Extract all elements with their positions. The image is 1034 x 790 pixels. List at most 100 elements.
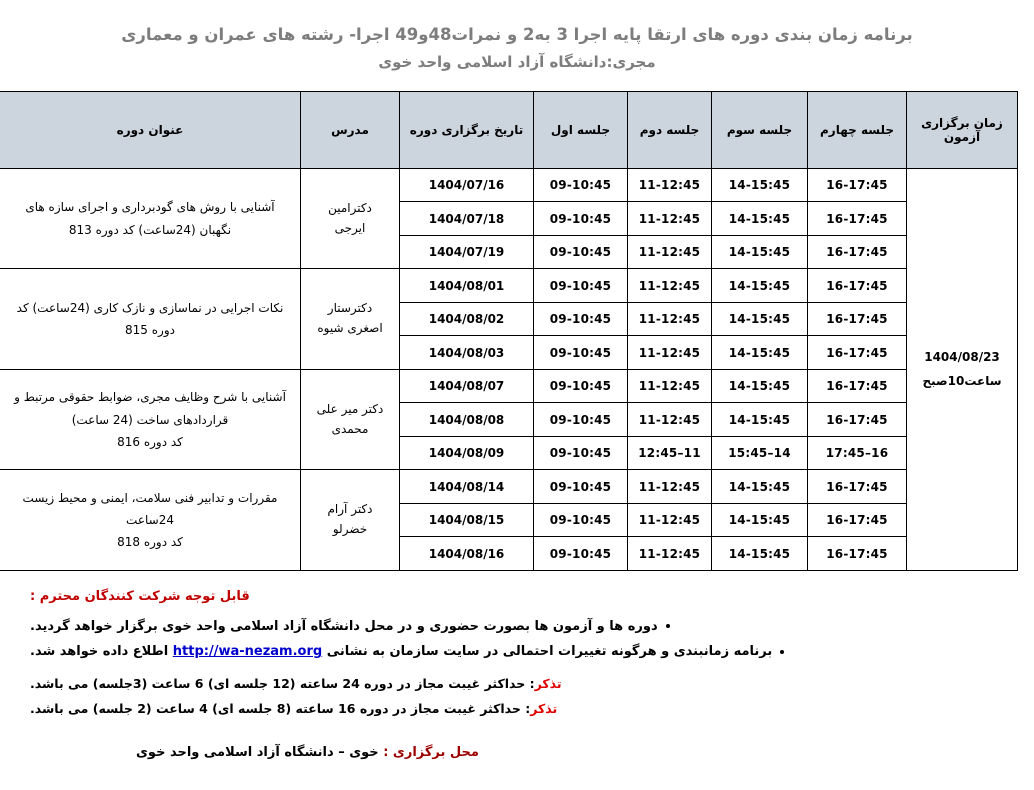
bullet-dot-icon bbox=[780, 649, 785, 654]
schedule-table: زمان برگزاری آزمون جلسه چهارم جلسه سوم ج… bbox=[0, 90, 1018, 571]
table-row: 17:45–16 15:45–14 12:45–11 09-10:45 1404/08/… bbox=[0, 435, 1018, 471]
session-2-cell: 11-12:45 bbox=[627, 268, 712, 303]
session-2-cell: 11-12:45 bbox=[627, 201, 712, 236]
course-title-line: کد دوره 818 bbox=[117, 535, 183, 550]
venue-value: خوی – دانشگاه آزاد اسلامی واحد خوی bbox=[136, 744, 379, 760]
note-bullet-1-text: دوره ها و آزمون ها بصورت حضوری و در محل … bbox=[30, 618, 658, 634]
table-row: 16-17:45 14-15:45 11-12:45 09-10:45 1404/08/… bbox=[0, 469, 1018, 571]
session-3-cell: 14-15:45 bbox=[711, 268, 808, 303]
session-1-cell: 09-10:45 bbox=[533, 502, 628, 538]
page-title-block: برنامه زمان بندی دوره های ارتقا پایه اجر… bbox=[0, 0, 1034, 77]
course-title-line: نگهبان (24ساعت) کد دوره 813 bbox=[68, 222, 232, 237]
session-1-cell: 09-10:45 bbox=[533, 268, 628, 303]
course-title-line: مقررات و تدابیر فنی سلامت، ایمنی و محیط … bbox=[22, 490, 278, 505]
session-4-cell: 16-17:45 bbox=[807, 335, 907, 370]
reminder-line-2: تذکر: حداکثر غیبت مجاز در دوره 16 ساعته … bbox=[16, 696, 1018, 721]
instructor-name-line: محمدی bbox=[331, 421, 369, 436]
session-3-cell: 14-15:45 bbox=[711, 234, 808, 270]
session-3-cell: 14-15:45 bbox=[711, 469, 808, 504]
session-4-cell: 16-17:45 bbox=[807, 402, 907, 437]
table-row: 16-17:45 14-15:45 11-12:45 09-10:45 1404/08/… bbox=[0, 335, 1018, 370]
session-2-cell: 11-12:45 bbox=[627, 402, 712, 437]
session-3-cell: 15:45–14 bbox=[711, 435, 808, 471]
note-bullet-2-text-b: اطلاع داده خواهد شد. bbox=[30, 644, 169, 660]
session-2-cell: 11-12:45 bbox=[627, 368, 712, 404]
instructor-cell: دکتر آرام خضرلو bbox=[300, 469, 400, 571]
session-3-cell: 14-15:45 bbox=[711, 335, 808, 370]
instructor-name-line: اصغری شیوه bbox=[317, 321, 383, 336]
reminder-tag-2: تذکر bbox=[530, 700, 558, 716]
session-4-cell: 16-17:45 bbox=[807, 469, 907, 504]
notes-heading: قابل توجه شرکت کنندگان محترم : bbox=[30, 588, 250, 604]
session-4-cell: 16-17:45 bbox=[807, 268, 907, 303]
session-4-cell: 17:45–16 bbox=[807, 435, 907, 471]
session-4-cell: 16-17:45 bbox=[807, 201, 907, 236]
schedule-table-wrap: زمان برگزاری آزمون جلسه چهارم جلسه سوم ج… bbox=[0, 90, 1018, 571]
table-row: 16-17:45 14-15:45 11-12:45 09-10:45 1404/08/… bbox=[0, 268, 1018, 370]
venue-label: محل برگزاری : bbox=[383, 744, 479, 760]
session-3-cell: 14-15:45 bbox=[711, 301, 808, 337]
instructor-name-line: خضرلو bbox=[332, 522, 368, 537]
note-bullet-1: دوره ها و آزمون ها بصورت حضوری و در محل … bbox=[16, 614, 1018, 639]
session-2-cell: 11-12:45 bbox=[627, 469, 712, 504]
column-header-date: تاریخ برگزاری دوره bbox=[399, 90, 534, 169]
table-row: 16-17:45 14-15:45 11-12:45 09-10:45 1404/08/… bbox=[0, 536, 1018, 571]
table-row: 16-17:45 14-15:45 11-12:45 09-10:45 1404/08/… bbox=[0, 402, 1018, 437]
session-1-cell: 09-10:45 bbox=[533, 167, 628, 203]
course-title-line: آشنایی با روش های گودبرداری و اجرای سازه… bbox=[25, 200, 275, 215]
exam-date: 1404/08/23 bbox=[924, 350, 1000, 365]
course-title-line: دوره 815 bbox=[125, 323, 175, 338]
session-4-cell: 16-17:45 bbox=[807, 301, 907, 337]
instructor-cell: دکتر میر علی محمدی bbox=[300, 368, 400, 471]
page-title: برنامه زمان بندی دوره های ارتقا پایه اجر… bbox=[121, 25, 913, 44]
column-header-session-4: جلسه چهارم bbox=[807, 90, 907, 169]
course-title-line: کد دوره 816 bbox=[117, 434, 183, 449]
course-title-line: نکات اجرایی در نماسازی و نازک کاری (24سا… bbox=[16, 300, 284, 315]
course-date-cell: 1404/07/16 bbox=[399, 167, 534, 203]
session-1-cell: 09-10:45 bbox=[533, 368, 628, 404]
note-bullet-2-text-a: برنامه زمانبندی و هرگونه تغییرات احتمالی… bbox=[326, 644, 773, 660]
course-date-cell: 1404/08/16 bbox=[399, 536, 534, 571]
course-date-cell: 1404/08/02 bbox=[399, 301, 534, 337]
session-2-cell: 11-12:45 bbox=[627, 167, 712, 203]
organization-website-link[interactable]: http://wa-nezam.org bbox=[172, 644, 323, 660]
course-date-cell: 1404/07/18 bbox=[399, 201, 534, 236]
session-3-cell: 14-15:45 bbox=[711, 167, 808, 203]
session-4-cell: 16-17:45 bbox=[807, 167, 907, 203]
column-header-session-1: جلسه اول bbox=[533, 90, 628, 169]
column-header-exam-time: زمان برگزاری آزمون bbox=[906, 90, 1018, 169]
session-1-cell: 09-10:45 bbox=[533, 201, 628, 236]
table-body: 1404/08/23 ساعت10صبح 16-17:45 14-15:45 11-12… bbox=[0, 167, 1018, 571]
course-date-cell: 1404/08/14 bbox=[399, 469, 534, 504]
course-title-line: 24ساعت bbox=[126, 513, 174, 528]
exam-time-cell: 1404/08/23 ساعت10صبح bbox=[906, 167, 1018, 571]
session-1-cell: 09-10:45 bbox=[533, 335, 628, 370]
instructor-name-line: ایرجی bbox=[334, 220, 366, 235]
session-3-cell: 14-15:45 bbox=[711, 402, 808, 437]
course-date-cell: 1404/08/03 bbox=[399, 335, 534, 370]
session-4-cell: 16-17:45 bbox=[807, 502, 907, 538]
instructor-name-line: دکترستار bbox=[327, 301, 373, 316]
session-1-cell: 09-10:45 bbox=[533, 435, 628, 471]
session-4-cell: 16-17:45 bbox=[807, 368, 907, 404]
reminder-tag-1: تذکر bbox=[534, 675, 562, 691]
session-2-cell: 11-12:45 bbox=[627, 301, 712, 337]
note-bullet-2: برنامه زمانبندی و هرگونه تغییرات احتمالی… bbox=[16, 639, 1018, 664]
reminder-text-1: : حداکثر غیبت مجاز در دوره 24 ساعته (12 … bbox=[30, 675, 535, 691]
instructor-cell: دکترامین ایرجی bbox=[300, 167, 400, 270]
course-title-line: آشنایی با شرح وظایف مجری، ضوابط حقوقی مر… bbox=[14, 390, 286, 405]
course-date-cell: 1404/08/07 bbox=[399, 368, 534, 404]
notes-bullet-list: دوره ها و آزمون ها بصورت حضوری و در محل … bbox=[16, 614, 1018, 665]
course-date-cell: 1404/08/08 bbox=[399, 402, 534, 437]
session-3-cell: 14-15:45 bbox=[711, 368, 808, 404]
notes-section: قابل توجه شرکت کنندگان محترم : دوره ها و… bbox=[16, 589, 1018, 760]
session-4-cell: 16-17:45 bbox=[807, 536, 907, 571]
column-header-course-title: عنوان دوره bbox=[0, 90, 301, 169]
course-title-cell: آشنایی با شرح وظایف مجری، ضوابط حقوقی مر… bbox=[0, 368, 301, 471]
column-header-session-3: جلسه سوم bbox=[711, 90, 808, 169]
session-4-cell: 16-17:45 bbox=[807, 234, 907, 270]
exam-hour: ساعت10صبح bbox=[922, 374, 1002, 389]
session-2-cell: 11-12:45 bbox=[627, 536, 712, 571]
instructor-cell: دکترستار اصغری شیوه bbox=[300, 268, 400, 370]
